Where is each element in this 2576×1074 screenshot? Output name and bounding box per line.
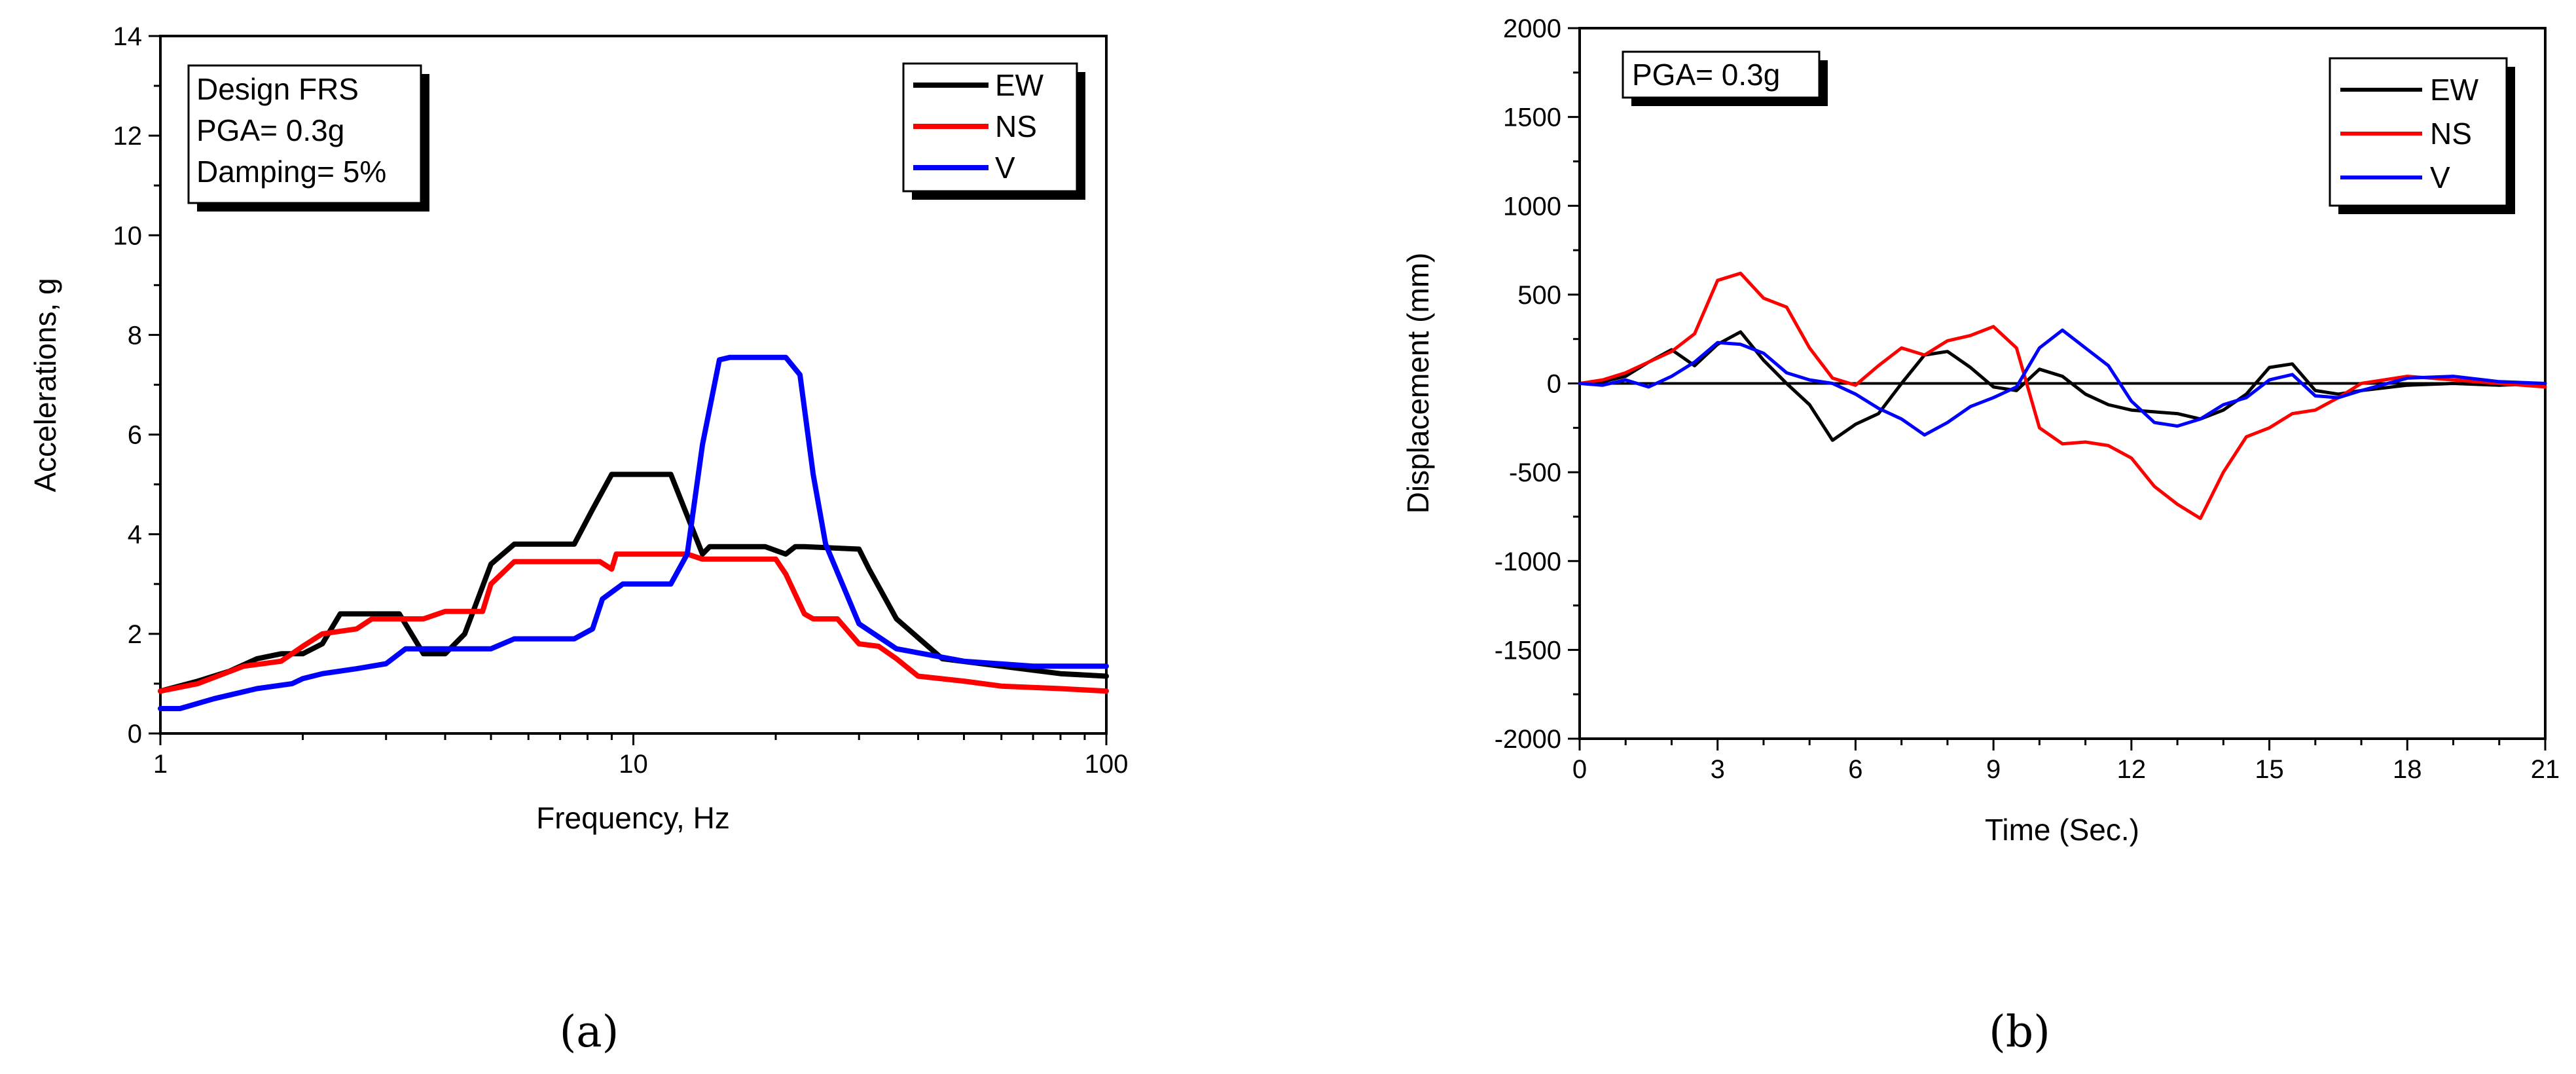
annotation-line-3: Damping= 5% <box>196 155 386 189</box>
y-tick-label: 4 <box>128 521 142 549</box>
panel-b-displacement: -2000 -1500 -1000 -500 0 500 1000 1500 2000 0 3 6 9 1… <box>1401 14 2560 1057</box>
y-tick-label: 10 <box>113 221 143 250</box>
y-tick-label: 14 <box>113 22 143 51</box>
x-tick-label: 1 <box>153 750 168 779</box>
series-line-ns <box>158 551 1109 694</box>
series-line-ns <box>1578 271 2547 521</box>
legend-b: EW NS V <box>2329 57 2515 214</box>
y-tick-label: 500 <box>1517 281 1561 310</box>
annotation-box-b: PGA= 0.3g <box>1622 50 1828 106</box>
y-tick-label: 1000 <box>1503 192 1561 221</box>
axis-ticks-a: 0 2 4 6 8 10 12 14 1 10 100 <box>113 22 1129 779</box>
caption-a: (a) <box>560 1007 619 1057</box>
y-tick-label: -500 <box>1509 458 1561 487</box>
y-tick-label: 6 <box>128 421 142 450</box>
legend-label-ew-a: EW <box>995 68 1044 102</box>
series-line-v <box>1578 328 2547 437</box>
y-tick-label: 2 <box>128 620 142 649</box>
y-tick-label: -2000 <box>1495 725 1561 754</box>
x-axis-label-a: Frequency, Hz <box>536 801 730 835</box>
y-tick-label: 0 <box>128 720 142 749</box>
y-axis-label-a: Accelerations, g <box>28 278 62 492</box>
axis-ticks-b: -2000 -1500 -1000 -500 0 500 1000 1500 2000 0 3 6 9 1… <box>1495 14 2560 784</box>
y-tick-label: 12 <box>113 122 143 151</box>
annotation-pga-b: PGA= 0.3g <box>1632 58 1780 92</box>
y-tick-label: -1000 <box>1495 547 1561 576</box>
y-tick-label: 1500 <box>1503 103 1561 132</box>
legend-label-v-a: V <box>995 151 1015 185</box>
x-tick-label: 100 <box>1085 750 1129 779</box>
x-tick-label: 18 <box>2393 755 2422 784</box>
x-tick-label: 15 <box>2255 755 2284 784</box>
y-tick-label: 2000 <box>1503 14 1561 43</box>
series-line-ew <box>158 472 1109 694</box>
x-tick-label: 0 <box>1572 755 1587 784</box>
y-tick-label: 8 <box>128 321 142 350</box>
annotation-line-2: PGA= 0.3g <box>196 113 344 147</box>
caption-b: (b) <box>1989 1007 2050 1057</box>
x-tick-label: 21 <box>2531 755 2560 784</box>
series-lines-a <box>158 354 1109 711</box>
legend-label-ns-a: NS <box>995 109 1037 143</box>
x-axis-label-b: Time (Sec.) <box>1985 813 2139 847</box>
legend-label-ew-b: EW <box>2430 73 2479 107</box>
series-line-ew <box>1578 330 2547 442</box>
x-tick-label: 6 <box>1848 755 1862 784</box>
series-lines-b <box>1578 271 2547 521</box>
annotation-line-1: Design FRS <box>196 72 359 106</box>
legend-label-v-b: V <box>2430 160 2450 194</box>
series-line-v <box>158 354 1109 711</box>
x-tick-label: 3 <box>1711 755 1725 784</box>
annotation-box-a: Design FRS PGA= 0.3g Damping= 5% <box>187 64 429 212</box>
x-tick-label: 12 <box>2117 755 2147 784</box>
y-axis-label-b: Displacement (mm) <box>1401 253 1435 514</box>
legend-a: EW NS V <box>902 62 1085 200</box>
y-tick-label: -1500 <box>1495 636 1561 665</box>
x-tick-label: 9 <box>1986 755 2001 784</box>
panel-a-accelerations: 0 2 4 6 8 10 12 14 1 10 100 Frequency, Hz Accelera… <box>28 22 1128 1057</box>
legend-label-ns-b: NS <box>2430 117 2472 151</box>
y-tick-label: 0 <box>1547 370 1561 399</box>
x-tick-label: 10 <box>619 750 648 779</box>
